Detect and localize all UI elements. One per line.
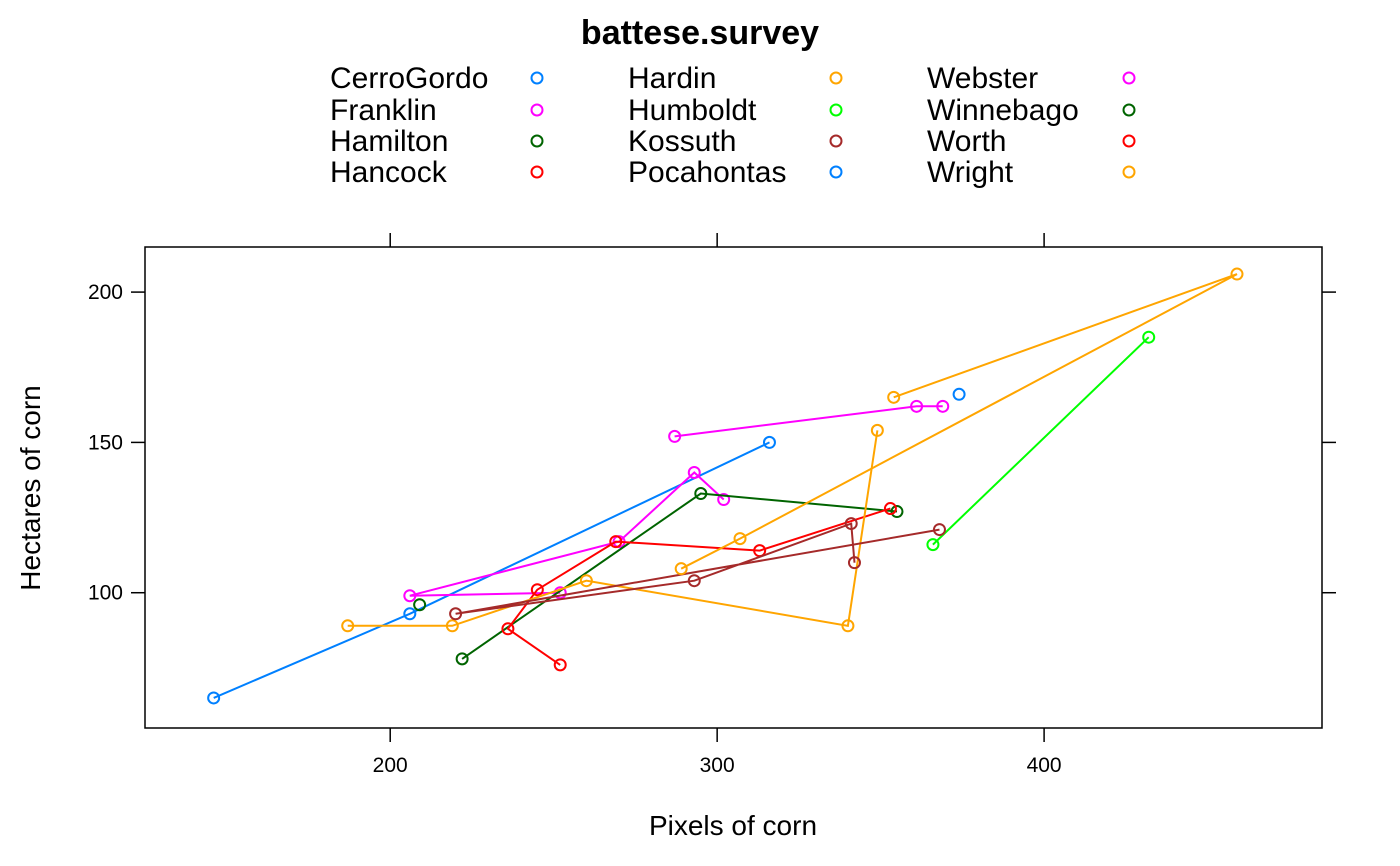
legend-label: Pocahontas — [628, 156, 786, 189]
legend-label: Winnebago — [927, 94, 1079, 127]
data-point — [501, 622, 515, 636]
data-point — [341, 619, 355, 633]
data-point — [449, 607, 463, 621]
legend-label: Hardin — [628, 62, 716, 95]
data-point — [609, 535, 623, 549]
x-tick-label: 400 — [1027, 754, 1062, 777]
data-point — [870, 423, 884, 437]
data-point — [890, 505, 904, 519]
series-wright — [674, 267, 1244, 576]
series-hardin — [341, 423, 884, 633]
data-point — [694, 487, 708, 501]
data-point — [579, 574, 593, 588]
data-point — [844, 517, 858, 531]
data-point — [413, 598, 427, 612]
legend-label: Wright — [927, 156, 1014, 189]
legend-label: Webster — [927, 62, 1038, 95]
x-tick-label: 200 — [373, 754, 408, 777]
series-line — [932, 336, 1150, 546]
series-line — [347, 430, 879, 627]
legend-symbol — [829, 134, 843, 148]
data-point — [910, 399, 924, 413]
series-franklin — [403, 465, 731, 603]
data-point — [952, 387, 966, 401]
data-point — [455, 652, 469, 666]
data-point — [762, 435, 776, 449]
legend-symbol — [829, 103, 843, 117]
legend-label: Worth — [927, 125, 1006, 158]
data-point — [883, 502, 897, 516]
legend-symbol — [530, 134, 544, 148]
series-line — [461, 492, 898, 660]
series-hamilton — [455, 487, 904, 666]
legend-symbol — [530, 71, 544, 85]
legend-label: CerroGordo — [330, 62, 488, 95]
data-point — [733, 532, 747, 546]
legend-label: Humboldt — [628, 94, 757, 127]
series-line — [213, 441, 770, 699]
legend-symbol — [1122, 134, 1136, 148]
legend-label: Kossuth — [628, 125, 736, 158]
series-line — [409, 471, 725, 597]
y-tick-label: 100 — [88, 582, 123, 605]
plot-area — [207, 267, 1244, 705]
data-point — [936, 399, 950, 413]
data-point — [674, 562, 688, 576]
data-point — [887, 390, 901, 404]
data-point — [926, 538, 940, 552]
data-point — [403, 607, 417, 621]
data-point — [847, 556, 861, 570]
legend-symbol — [829, 165, 843, 179]
series-line — [674, 405, 943, 438]
data-point — [932, 523, 946, 537]
data-point — [687, 574, 701, 588]
plot-frame — [144, 246, 1323, 729]
series-cerrogordo — [207, 435, 776, 705]
series-hancock — [501, 502, 897, 672]
series-kossuth — [449, 517, 946, 621]
series-line — [455, 522, 940, 615]
data-point — [1142, 330, 1156, 344]
legend-label: Franklin — [330, 94, 437, 127]
data-point — [717, 493, 731, 507]
data-point — [841, 619, 855, 633]
data-point — [553, 658, 567, 672]
series-webster — [668, 399, 950, 443]
legend-symbol — [829, 71, 843, 85]
legend-symbol — [1122, 103, 1136, 117]
data-point — [668, 429, 682, 443]
legend-label: Hamilton — [330, 125, 448, 158]
legend-label: Hancock — [330, 156, 448, 189]
legend-symbol — [1122, 165, 1136, 179]
y-tick-label: 200 — [88, 281, 123, 304]
data-point — [207, 691, 221, 705]
y-tick-label: 150 — [88, 431, 123, 454]
data-point — [445, 619, 459, 633]
series-line — [506, 507, 891, 666]
x-tick-label: 300 — [700, 754, 735, 777]
series-pocahontas — [952, 387, 966, 401]
data-point — [530, 583, 544, 597]
data-point — [553, 586, 567, 600]
data-point — [403, 589, 417, 603]
x-axis-label: Pixels of corn — [649, 810, 817, 841]
y-axis-label: Hectares of corn — [15, 385, 46, 590]
series-line — [680, 273, 1238, 570]
data-point — [1230, 267, 1244, 281]
legend-symbol — [1122, 71, 1136, 85]
series-winnebago — [413, 598, 427, 612]
chart-title: battese.survey — [581, 14, 819, 52]
legend-symbol — [530, 103, 544, 117]
data-point — [687, 465, 701, 479]
series-humboldt — [926, 330, 1156, 552]
axes: 200 300 400 100 150 200 — [88, 233, 1336, 777]
legend-symbol — [530, 165, 544, 179]
